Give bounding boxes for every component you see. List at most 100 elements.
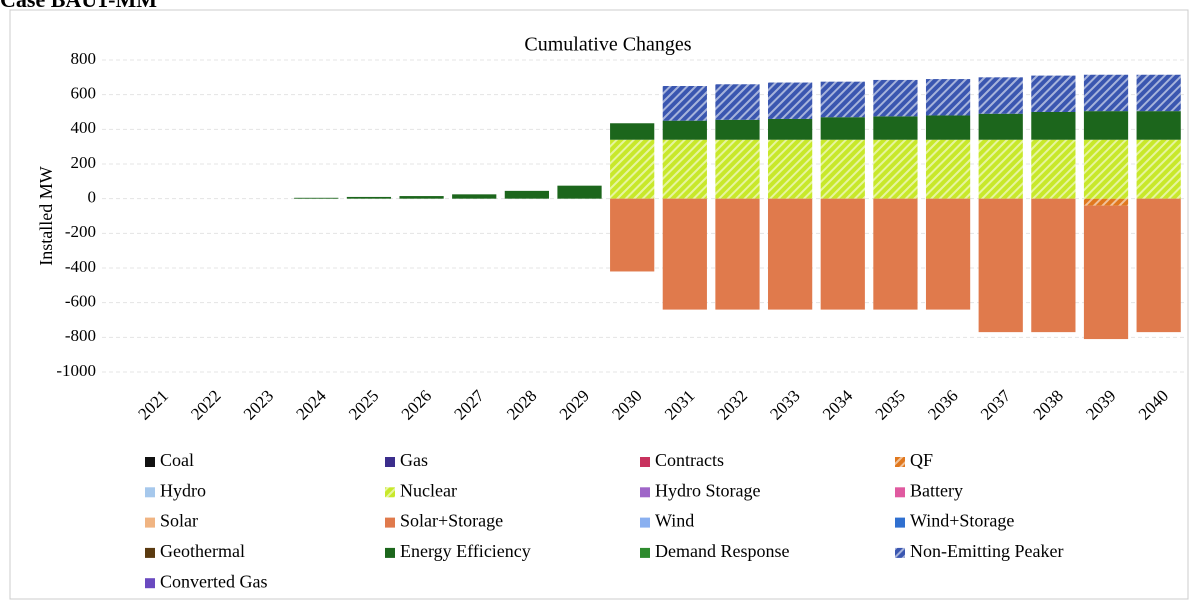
x-tick-label: 2034 [819,386,857,424]
x-tick-label: 2031 [661,386,698,423]
x-tick-label: 2030 [608,386,645,423]
bar-segment [978,139,1023,199]
legend-label: Hydro Storage [655,480,760,500]
y-tick-label: 200 [71,153,97,172]
bar-segment [768,139,813,199]
x-tick-label: 2038 [1029,386,1066,423]
bar-segment [873,198,918,310]
x-tick-label: 2040 [1135,386,1172,423]
bar-segment [925,198,971,310]
bar-segment [1031,112,1076,140]
bar-segment [662,198,707,310]
legend-label: Wind [655,511,694,531]
frame [9,9,1189,600]
legend-label: Wind+Storage [910,511,1014,531]
bar-segment [662,86,707,121]
bar-segment [1136,111,1181,140]
bar-segment [1136,139,1181,199]
bar-segment [1031,75,1076,112]
x-tick-label: 2024 [292,386,330,424]
legend-label: Contracts [655,450,724,470]
bar-segment [1083,139,1129,199]
page-title: Case BAU1-MM [0,0,157,12]
bar-segment [873,116,918,140]
x-tick-label: 2021 [134,386,171,423]
bar-segment [662,120,707,140]
bar-segment [346,196,392,199]
bar-segment [715,198,760,310]
x-tick-label: 2023 [240,386,277,423]
legend-swatch [145,457,155,467]
bar-segment [504,190,549,199]
y-axis-label: Installed MW [36,166,56,265]
legend-label: Nuclear [400,480,457,500]
x-tick-label: 2039 [1082,386,1119,423]
y-tick-label: -400 [65,257,96,276]
legend-swatch [895,547,905,558]
y-tick-label: 600 [71,84,97,103]
bar-segment [1031,198,1076,333]
x-tick-label: 2032 [714,386,751,423]
legend-swatch [385,517,395,528]
bar-segment [557,185,602,199]
x-tick-label: 2026 [398,386,435,423]
bar-segment [1083,198,1129,206]
legend-label: Coal [160,450,194,470]
bar-segment [820,117,865,140]
bar-segment [768,118,813,140]
legend-label: Geothermal [160,541,245,561]
x-tick-label: 2033 [766,386,803,423]
y-tick-label: -1000 [56,361,96,380]
bar-segment [873,139,918,199]
y-tick-label: 400 [71,118,97,137]
legend-label: Solar+Storage [400,511,503,531]
x-tick-label: 2036 [924,386,961,423]
bar-segment [1083,111,1129,140]
bar-segment [925,79,971,116]
bar-segment [715,119,760,140]
legend-swatch [385,547,395,558]
legend-label: Hydro [160,480,206,500]
bar-segment [978,77,1023,114]
bar-segment [1136,198,1181,333]
bar-segment [978,113,1023,140]
y-tick-label: -800 [65,326,96,345]
legend-swatch [640,457,650,467]
bar-segment [768,198,813,310]
legend-label: Battery [910,480,963,500]
y-tick-label: -600 [65,292,96,311]
bar-segment [715,139,760,199]
bar-segment [610,198,655,272]
legend-swatch [145,578,155,589]
bar-segment [873,79,918,117]
bar-segment [1031,139,1076,199]
bar-segment [610,123,655,140]
chart-title: Cumulative Changes [524,34,691,56]
bar-segment [820,198,865,310]
y-tick-label: 0 [88,188,97,207]
legend-swatch [145,547,155,558]
x-tick-label: 2028 [503,386,540,423]
legend-swatch [145,517,155,528]
bar-segment [452,194,497,199]
legend-swatch [640,547,650,558]
x-tick-label: 2025 [345,386,382,423]
bar-segment [1136,74,1181,112]
bar-segment [925,139,971,199]
bar-segment [820,139,865,199]
bar-segment [294,197,339,199]
bar-segment [662,139,707,199]
y-tick-label: 800 [71,49,97,68]
bar-segment [399,196,444,199]
y-tick-label: -200 [65,222,96,241]
bar-segment [820,81,865,118]
bar-segment [610,139,655,199]
legend-label: Demand Response [655,541,789,561]
legend-label: Converted Gas [160,571,267,591]
legend-swatch [385,487,395,498]
x-tick-label: 2037 [977,386,1015,424]
legend-swatch [145,487,155,498]
legend-swatch [640,517,650,528]
legend-label: Energy Efficiency [400,541,531,561]
